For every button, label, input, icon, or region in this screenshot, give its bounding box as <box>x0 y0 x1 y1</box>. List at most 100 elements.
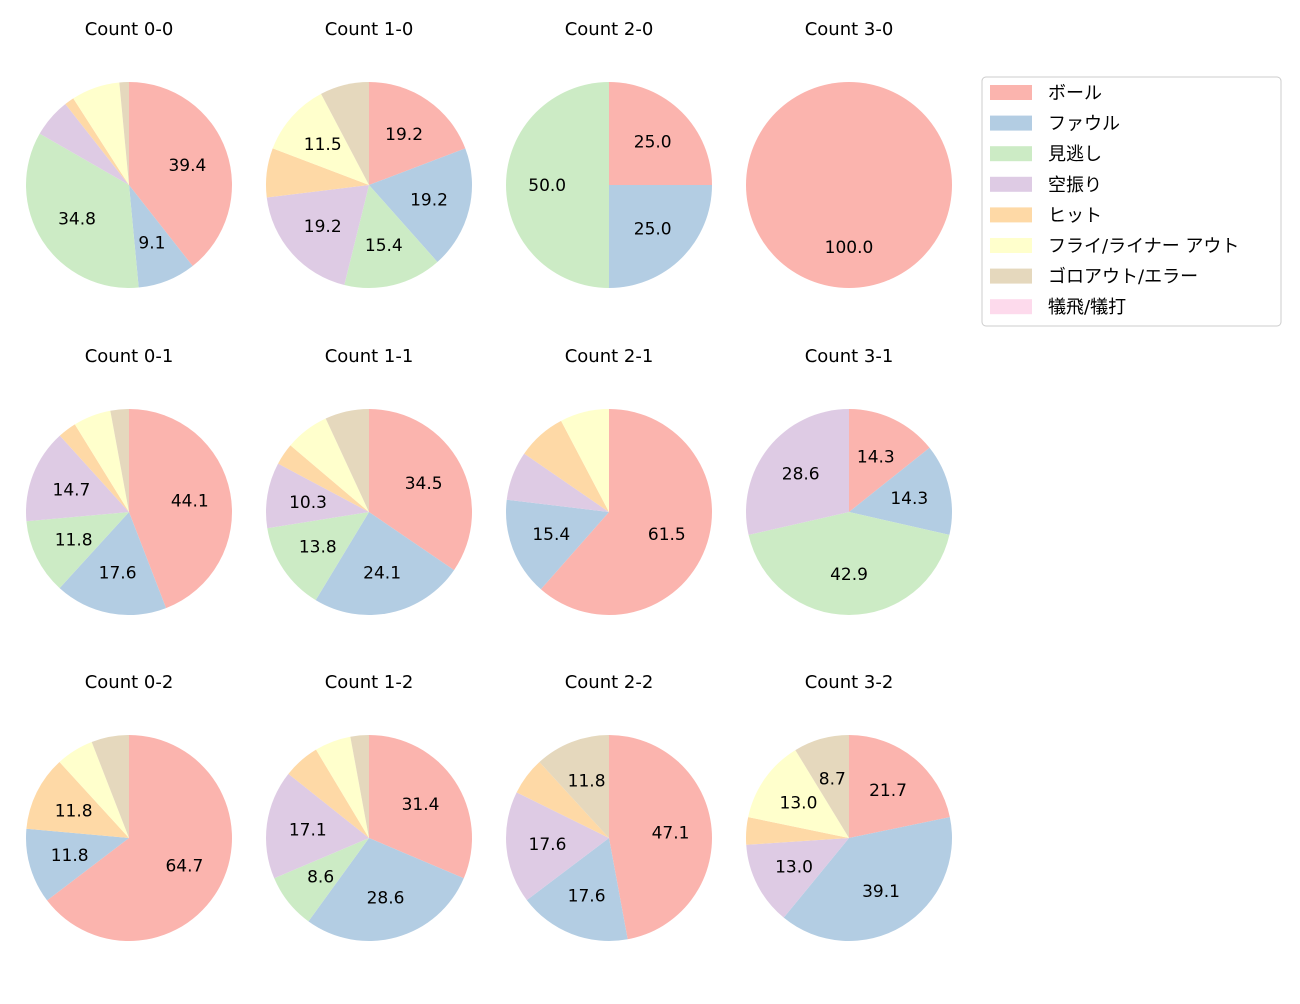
pie-slice <box>59 424 129 512</box>
legend-swatch <box>990 146 1032 162</box>
pie-count-2-1: Count 2-1 61.5 15.4 <box>506 346 713 615</box>
legend-label: 空振り <box>1048 175 1102 196</box>
pie-slice <box>272 93 369 185</box>
pie-slice <box>506 499 609 590</box>
slice-label: 14.3 <box>890 489 928 509</box>
pie-slice <box>369 148 473 262</box>
legend-label: ボール <box>1048 83 1102 104</box>
slice-label: 25.0 <box>634 132 672 152</box>
pie-slice <box>59 741 129 838</box>
slice-label: 13.0 <box>775 857 813 877</box>
pie-count-2-2: Count 2-2 47.1 17.6 17.6 11.8 <box>506 672 712 941</box>
slice-label: 31.4 <box>402 795 440 815</box>
pie-slice <box>748 750 849 838</box>
pie-slice <box>325 409 369 512</box>
slice-label: 61.5 <box>648 525 686 545</box>
pie-slice <box>344 185 438 288</box>
slice-label: 28.6 <box>782 464 820 484</box>
pie-slice <box>316 736 369 838</box>
pie-slice <box>849 735 950 838</box>
slice-label: 11.5 <box>304 135 342 155</box>
slice-label: 15.4 <box>365 236 403 256</box>
slice-label: 17.6 <box>529 835 567 855</box>
pie-slice <box>265 463 369 529</box>
slice-label: 50.0 <box>528 176 566 196</box>
pie-slice <box>609 185 712 288</box>
pie-count-3-0: Count 3-0 100.0 <box>746 19 952 288</box>
pie-slice <box>110 409 129 512</box>
legend-swatch <box>990 299 1032 315</box>
pie-slice <box>315 512 455 616</box>
slice-label: 25.0 <box>634 220 672 240</box>
pie-slice <box>506 453 609 512</box>
pie-slice <box>308 838 464 942</box>
pie-title: Count 2-0 <box>565 19 654 40</box>
slice-label: 34.5 <box>405 474 443 494</box>
slice-label: 34.8 <box>58 209 96 229</box>
legend-label: ファウル <box>1048 114 1120 135</box>
pie-count-1-0: Count 1-0 19.2 19.2 15.4 19.2 11.5 <box>266 19 473 288</box>
pie-slice <box>129 409 232 609</box>
pie-count-2-0: Count 2-0 25.0 25.0 50.0 <box>506 19 712 288</box>
pie-slice <box>129 185 193 288</box>
pie-slice <box>350 735 369 838</box>
slice-label: 19.2 <box>385 125 423 145</box>
pie-slice <box>745 409 849 535</box>
slice-label: 17.6 <box>99 564 137 584</box>
pie-slice <box>26 761 129 838</box>
slice-label: 13.8 <box>299 538 337 558</box>
pie-slice <box>609 735 712 940</box>
pie-slice <box>278 445 369 512</box>
pie-slice <box>561 409 609 512</box>
slice-label: 39.1 <box>862 882 900 902</box>
pie-slice <box>47 735 233 941</box>
pie-count-3-2: Count 3-221.739.113.013.08.7 <box>746 672 952 941</box>
slice-label: 28.6 <box>367 889 405 909</box>
pie-title: Count 0-0 <box>85 19 174 40</box>
slice-label: 17.1 <box>289 821 327 841</box>
pie-slice <box>26 828 129 901</box>
slice-label: 42.9 <box>830 565 868 585</box>
pie-slice <box>783 817 952 941</box>
pie-slice <box>524 420 609 512</box>
slice-label: 21.7 <box>869 781 907 801</box>
pie-slice <box>288 749 369 838</box>
legend-swatch <box>990 85 1032 100</box>
pie-slice <box>746 817 849 845</box>
pie-slice <box>74 410 129 512</box>
pie-count-0-1: Count 0-1 44.1 17.6 11.8 14.7 <box>26 346 232 615</box>
pie-slice <box>795 735 849 838</box>
slice-label: 11.8 <box>51 846 89 866</box>
legend-swatch <box>990 268 1032 284</box>
slice-label: 24.1 <box>363 563 401 583</box>
pie-slice <box>321 82 369 185</box>
pie-title: Count 1-2 <box>325 672 414 693</box>
pie-slice <box>274 838 369 922</box>
pie-slice <box>39 104 129 185</box>
pie-slice <box>748 512 950 616</box>
pie-slice <box>119 82 129 185</box>
pie-slice <box>746 82 952 288</box>
legend-swatch <box>990 238 1032 253</box>
pie-slice <box>609 82 712 185</box>
pie-slice <box>369 82 466 185</box>
legend-frame <box>981 76 1282 327</box>
pie-slice <box>59 512 167 615</box>
slice-label: 11.8 <box>55 530 93 550</box>
legend-label: 見逃し <box>1048 144 1102 165</box>
pie-title: Count 3-0 <box>805 19 894 40</box>
pie-slice <box>26 435 130 522</box>
pie-slice <box>65 98 129 185</box>
pie-slice <box>369 735 472 879</box>
slice-label: 17.6 <box>568 887 606 907</box>
slice-label: 8.7 <box>819 770 846 790</box>
pie-slice <box>26 133 139 288</box>
slice-label: 47.1 <box>652 823 690 843</box>
pie-slice <box>266 773 369 879</box>
legend-swatch <box>990 115 1032 131</box>
pie-count-1-2: Count 1-2 31.4 28.6 8.6 17.1 <box>266 672 472 942</box>
pie-title: Count 1-0 <box>325 19 414 40</box>
pie-title: Count 1-1 <box>325 346 414 367</box>
